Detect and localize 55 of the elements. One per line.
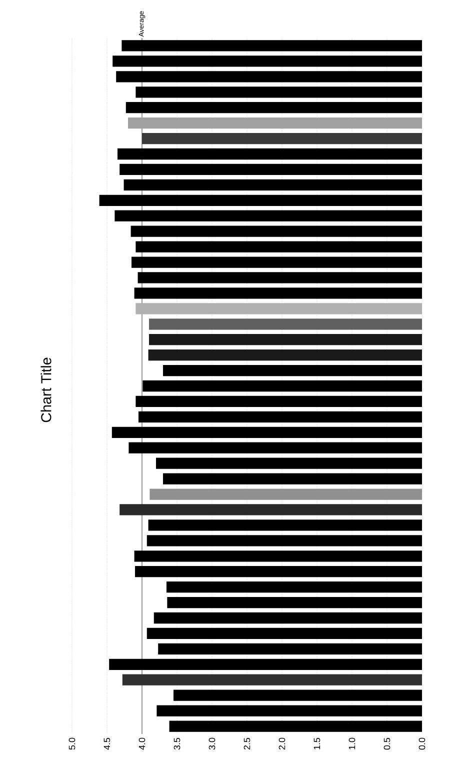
x-tick-label: 1.5 <box>314 738 320 750</box>
bar <box>148 350 422 361</box>
bar <box>166 582 422 593</box>
bar <box>138 411 422 422</box>
bar <box>136 241 422 252</box>
bar <box>167 596 422 608</box>
x-tick-label: 0.0 <box>418 738 426 750</box>
bar <box>109 658 422 670</box>
x-tick-label: 4.5 <box>104 738 110 750</box>
bar <box>142 380 422 392</box>
bar <box>156 705 422 716</box>
bar <box>148 318 422 330</box>
bar <box>131 256 422 268</box>
bar <box>120 164 422 176</box>
bar <box>162 473 422 484</box>
bar <box>142 132 422 144</box>
bar <box>146 628 422 640</box>
bar <box>117 148 422 160</box>
bar <box>130 226 422 237</box>
x-tick-label: 4.0 <box>138 738 146 750</box>
x-tick-label: 2.5 <box>244 738 250 750</box>
x-tick-label: 2.0 <box>278 738 286 750</box>
bar <box>134 288 422 299</box>
x-tick-label: 1.0 <box>348 738 356 750</box>
bar <box>120 504 422 516</box>
bar <box>173 690 422 701</box>
bar <box>156 458 422 469</box>
bar <box>99 194 422 206</box>
bar <box>114 210 422 222</box>
bar <box>169 720 422 732</box>
bar <box>162 364 422 376</box>
bar <box>136 396 422 408</box>
bar <box>116 71 422 82</box>
bar <box>112 426 422 438</box>
x-tick-label: 3.0 <box>208 738 216 750</box>
x-tick-label: 3.5 <box>174 738 180 750</box>
bar <box>122 674 422 686</box>
bar <box>124 179 422 191</box>
bar <box>126 102 422 114</box>
bar <box>136 86 422 98</box>
bar <box>154 612 422 624</box>
bar <box>150 488 422 500</box>
x-tick-label: 5.0 <box>68 738 76 750</box>
bar <box>134 550 422 562</box>
x-tick-label: 0.5 <box>384 738 390 750</box>
bar <box>138 272 422 284</box>
bar <box>134 566 422 578</box>
bar <box>148 520 422 531</box>
bar <box>128 442 422 454</box>
bar <box>112 56 422 67</box>
bar <box>148 334 422 346</box>
text: Chart Title <box>40 358 52 422</box>
bar <box>146 535 422 546</box>
bar <box>122 40 422 52</box>
bar <box>158 643 422 654</box>
